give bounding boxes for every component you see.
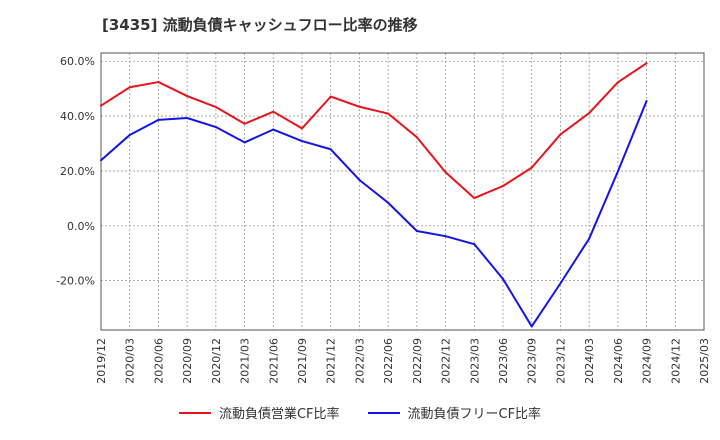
x-tick-label: 2024/06	[612, 338, 625, 384]
plot-area	[101, 53, 704, 330]
x-tick-label: 2020/12	[210, 338, 223, 384]
data-point-free-cf	[243, 141, 246, 144]
plot-border	[100, 52, 705, 331]
legend-label-operating-cf: 流動負債営業CF比率	[218, 407, 340, 422]
x-tick-label: 2023/09	[526, 338, 539, 384]
data-point-free-cf	[387, 201, 390, 204]
x-tick-label: 2021/12	[325, 338, 338, 384]
data-point-operating-cf	[128, 86, 131, 89]
data-point-operating-cf	[243, 122, 246, 125]
x-tick-label: 2024/12	[669, 338, 682, 384]
data-point-operating-cf	[473, 197, 476, 200]
data-point-free-cf	[645, 99, 648, 102]
data-point-free-cf	[100, 159, 102, 162]
data-point-free-cf	[157, 118, 160, 121]
data-point-operating-cf	[415, 136, 418, 139]
data-point-free-cf	[530, 325, 533, 328]
data-point-free-cf	[588, 237, 591, 240]
y-tick-label: -20.0%	[56, 275, 95, 288]
data-point-operating-cf	[502, 185, 504, 188]
x-tick-label: 2020/09	[181, 338, 194, 384]
legend-swatch-operating-cf	[178, 411, 211, 414]
y-tick-label: 60.0%	[60, 55, 95, 68]
data-point-free-cf	[473, 243, 476, 246]
legend: 流動負債営業CF比率 流動負債フリーCF比率	[0, 403, 720, 422]
x-tick-label: 2024/03	[583, 338, 596, 384]
data-point-free-cf	[559, 282, 562, 285]
data-point-free-cf	[272, 128, 275, 131]
series-line-free-cf	[100, 100, 648, 328]
data-point-operating-cf	[157, 81, 160, 84]
x-tick-label: 2019/12	[95, 338, 108, 384]
legend-label-free-cf: 流動負債フリーCF比率	[407, 407, 542, 422]
chart-title: [3435] 流動負債キャッシュフロー比率の推移	[102, 16, 418, 34]
x-tick-label: 2021/09	[296, 338, 309, 384]
x-tick-label: 2025/03	[698, 338, 711, 384]
data-point-free-cf	[301, 140, 303, 143]
data-point-operating-cf	[186, 95, 189, 98]
data-point-free-cf	[502, 277, 504, 280]
data-point-operating-cf	[588, 112, 591, 115]
data-point-operating-cf	[387, 112, 390, 115]
data-point-free-cf	[358, 178, 361, 181]
data-point-operating-cf	[214, 106, 217, 109]
x-tick-label: 2022/09	[411, 338, 424, 384]
data-point-free-cf	[214, 126, 217, 129]
data-point-free-cf	[616, 170, 619, 173]
data-point-operating-cf	[358, 105, 361, 108]
data-point-operating-cf	[444, 171, 447, 174]
data-point-operating-cf	[645, 62, 648, 65]
data-point-free-cf	[128, 134, 131, 137]
series-line-operating-cf	[100, 62, 648, 200]
x-tick-label: 2022/03	[353, 338, 366, 384]
data-point-free-cf	[186, 116, 189, 119]
y-tick-label: 0.0%	[67, 220, 95, 233]
data-point-operating-cf	[100, 104, 102, 107]
data-point-free-cf	[329, 148, 332, 151]
data-point-operating-cf	[329, 95, 332, 98]
legend-swatch-free-cf	[367, 411, 400, 414]
data-point-operating-cf	[272, 110, 275, 113]
x-tick-label: 2022/12	[440, 338, 453, 384]
data-point-operating-cf	[301, 127, 303, 130]
legend-item-free-cf: 流動負債フリーCF比率	[367, 403, 542, 422]
data-point-free-cf	[415, 229, 418, 232]
x-tick-label: 2023/06	[497, 338, 510, 384]
x-tick-label: 2022/06	[382, 338, 395, 384]
x-tick-label: 2023/03	[468, 338, 481, 384]
data-point-operating-cf	[559, 133, 562, 136]
data-point-operating-cf	[530, 166, 533, 169]
y-tick-label: 20.0%	[60, 165, 95, 178]
x-tick-label: 2023/12	[554, 338, 567, 384]
x-tick-label: 2021/03	[239, 338, 252, 384]
legend-item-operating-cf: 流動負債営業CF比率	[178, 403, 340, 422]
data-point-free-cf	[444, 235, 447, 238]
line-chart: 60.0% 40.0% 20.0% 0.0% -20.0% 2019/12 2020/03 2…	[56, 52, 711, 384]
x-tick-label: 2020/03	[124, 338, 137, 384]
y-tick-label: 40.0%	[60, 110, 95, 123]
x-tick-label: 2024/09	[641, 338, 654, 384]
x-tick-label: 2021/06	[267, 338, 280, 384]
x-tick-label: 2020/06	[152, 338, 165, 384]
data-point-operating-cf	[616, 81, 619, 84]
